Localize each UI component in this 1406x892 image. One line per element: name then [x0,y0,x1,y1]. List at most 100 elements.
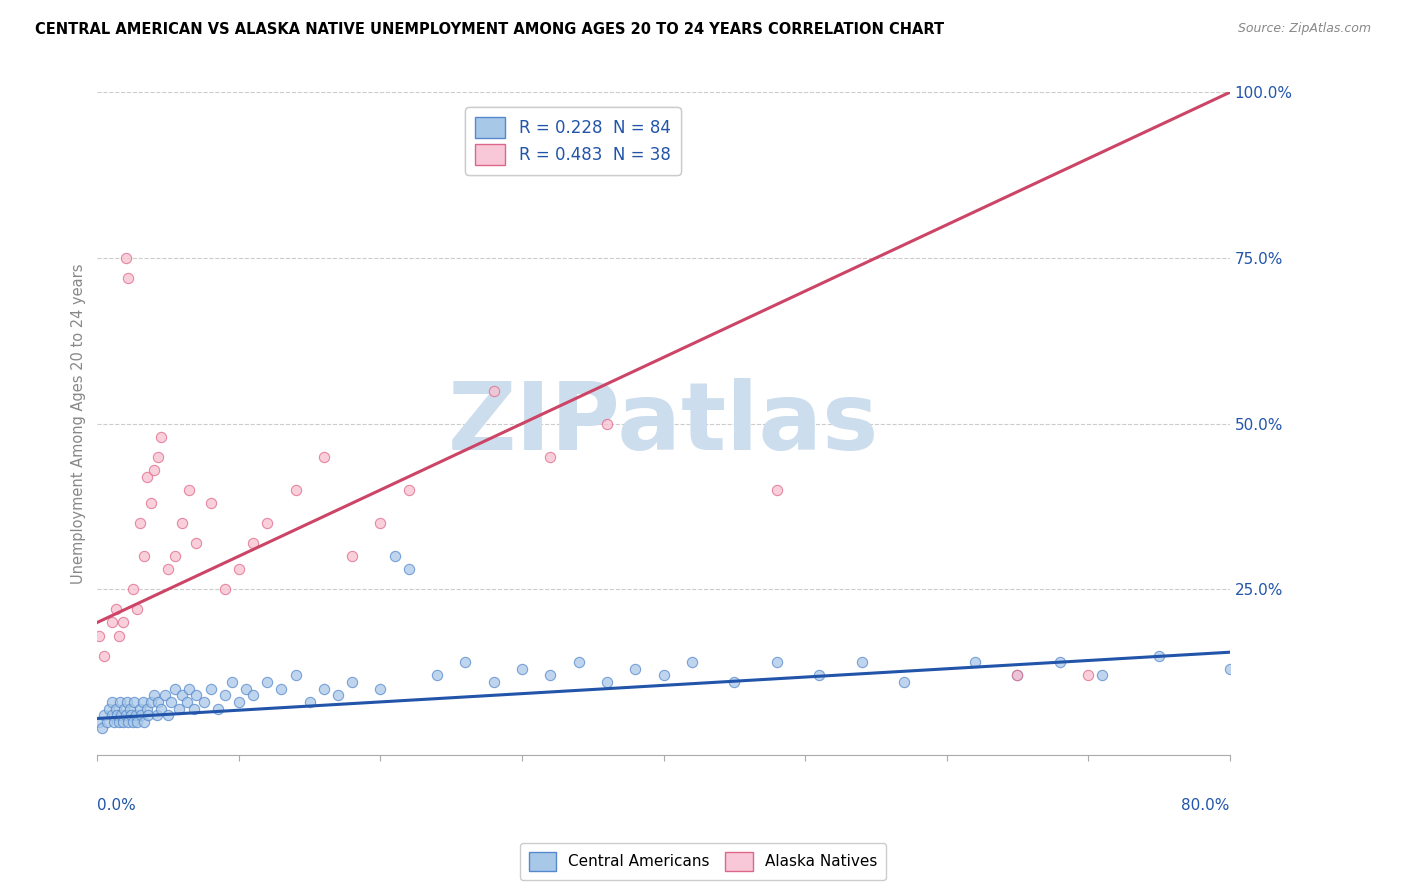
Point [298,695,321,709]
Point [107,629,129,643]
Point [312,450,335,464]
Point [270,681,292,696]
Point [155,688,177,702]
Point [1077,668,1099,682]
Point [186,536,208,550]
Point [146,708,169,723]
Point [111,714,134,729]
Point [139,496,162,510]
Y-axis label: Unemployment Among Ages 20 to 24 years: Unemployment Among Ages 20 to 24 years [72,263,86,584]
Point [538,668,561,682]
Point [370,516,392,530]
Point [108,695,131,709]
Point [426,668,449,682]
Point [143,688,166,702]
Point [214,582,236,597]
Text: ZIPatlas: ZIPatlas [449,377,879,469]
Point [510,662,533,676]
Point [90,722,112,736]
Point [1091,668,1114,682]
Point [172,516,194,530]
Point [135,701,157,715]
Point [228,562,250,576]
Point [120,708,142,723]
Point [652,668,675,682]
Point [172,688,194,702]
Point [129,708,152,723]
Point [157,562,180,576]
Point [117,714,139,729]
Point [100,615,122,630]
Point [165,549,187,563]
Point [124,708,146,723]
Point [128,701,150,715]
Point [121,714,143,729]
Point [150,701,173,715]
Point [235,681,257,696]
Point [963,655,986,669]
Point [100,708,122,723]
Point [115,695,138,709]
Point [340,549,363,563]
Point [132,549,155,563]
Point [136,708,159,723]
Text: Source: ZipAtlas.com: Source: ZipAtlas.com [1237,22,1371,36]
Point [176,695,198,709]
Point [122,695,145,709]
Point [117,271,139,285]
Point [96,714,118,729]
Point [110,708,132,723]
Point [596,417,619,431]
Point [596,675,619,690]
Legend: Central Americans, Alaska Natives: Central Americans, Alaska Natives [520,843,886,880]
Point [207,701,229,715]
Point [114,708,136,723]
Point [112,701,135,715]
Point [160,695,183,709]
Point [143,463,166,477]
Point [111,615,134,630]
Point [132,714,155,729]
Text: CENTRAL AMERICAN VS ALASKA NATIVE UNEMPLOYMENT AMONG AGES 20 TO 24 YEARS CORRELA: CENTRAL AMERICAN VS ALASKA NATIVE UNEMPL… [35,22,945,37]
Point [398,483,420,497]
Point [851,655,873,669]
Point [103,714,125,729]
Point [568,655,591,669]
Point [765,655,787,669]
Text: 80.0%: 80.0% [1181,798,1230,813]
Point [1219,662,1241,676]
Point [193,695,215,709]
Point [538,450,561,464]
Point [1147,648,1170,663]
Point [1007,668,1029,682]
Point [128,516,150,530]
Point [228,695,250,709]
Point [384,549,406,563]
Point [681,655,703,669]
Point [186,688,208,702]
Point [100,695,122,709]
Point [454,655,477,669]
Point [179,681,201,696]
Point [87,714,110,729]
Point [312,681,335,696]
Point [256,675,278,690]
Point [165,681,187,696]
Point [139,695,162,709]
Point [121,582,143,597]
Point [179,483,201,497]
Point [214,688,236,702]
Point [125,602,148,616]
Point [148,450,170,464]
Point [893,675,915,690]
Point [340,675,363,690]
Text: 0.0%: 0.0% [97,798,136,813]
Point [104,701,127,715]
Point [624,662,647,676]
Point [326,688,349,702]
Point [169,701,191,715]
Point [200,681,222,696]
Point [242,688,264,702]
Point [93,708,115,723]
Point [398,562,420,576]
